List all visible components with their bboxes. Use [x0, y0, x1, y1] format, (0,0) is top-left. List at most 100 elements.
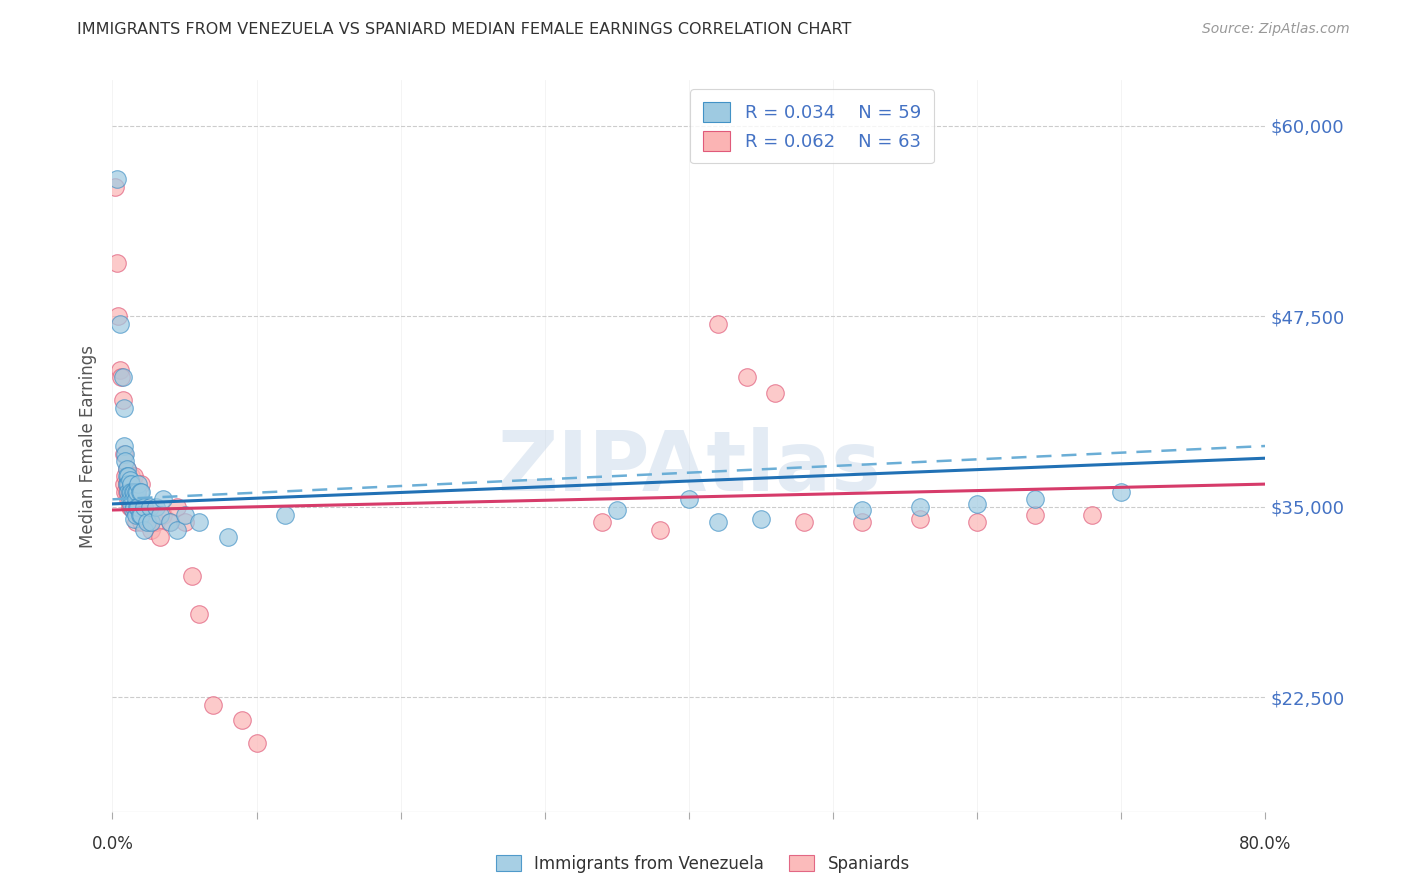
- Legend: R = 0.034    N = 59, R = 0.062    N = 63: R = 0.034 N = 59, R = 0.062 N = 63: [690, 89, 934, 163]
- Point: [180, 568, 202, 582]
- Point: [120, 469, 142, 483]
- Point: [127, 500, 149, 514]
- Point: [188, 515, 211, 529]
- Point: [1024, 492, 1046, 507]
- Point: [122, 469, 145, 483]
- Point: [1024, 508, 1046, 522]
- Point: [124, 508, 146, 522]
- Point: [678, 492, 700, 507]
- Point: [108, 363, 131, 377]
- Point: [128, 484, 150, 499]
- Point: [129, 515, 153, 529]
- Point: [966, 515, 988, 529]
- Point: [231, 714, 253, 728]
- Point: [173, 515, 195, 529]
- Y-axis label: Median Female Earnings: Median Female Earnings: [79, 344, 97, 548]
- Point: [124, 484, 146, 499]
- Point: [128, 508, 150, 522]
- Point: [112, 477, 135, 491]
- Point: [149, 508, 172, 522]
- Point: [115, 484, 138, 499]
- Point: [159, 515, 181, 529]
- Point: [117, 477, 139, 491]
- Point: [121, 477, 143, 491]
- Point: [120, 497, 142, 511]
- Point: [118, 500, 141, 514]
- Point: [149, 530, 172, 544]
- Point: [118, 484, 141, 499]
- Point: [121, 492, 143, 507]
- Point: [851, 503, 873, 517]
- Point: [145, 515, 167, 529]
- Point: [121, 484, 143, 499]
- Point: [127, 492, 149, 507]
- Point: [166, 500, 188, 514]
- Point: [202, 698, 225, 712]
- Point: [141, 523, 163, 537]
- Point: [159, 515, 181, 529]
- Text: ZIPAtlas: ZIPAtlas: [496, 427, 882, 508]
- Point: [108, 317, 131, 331]
- Point: [114, 469, 136, 483]
- Point: [112, 401, 135, 415]
- Point: [111, 393, 134, 408]
- Point: [166, 523, 188, 537]
- Point: [749, 512, 772, 526]
- Point: [129, 500, 153, 514]
- Text: 80.0%: 80.0%: [1239, 835, 1292, 853]
- Point: [134, 500, 156, 514]
- Point: [122, 484, 145, 499]
- Point: [138, 515, 160, 529]
- Point: [908, 512, 931, 526]
- Point: [117, 492, 139, 507]
- Point: [124, 500, 146, 514]
- Point: [118, 484, 141, 499]
- Point: [122, 500, 145, 514]
- Point: [117, 484, 139, 499]
- Point: [120, 500, 142, 514]
- Point: [117, 484, 139, 499]
- Point: [122, 512, 145, 526]
- Point: [115, 477, 138, 491]
- Point: [134, 500, 156, 514]
- Point: [122, 484, 145, 499]
- Point: [135, 508, 157, 522]
- Point: [105, 172, 128, 186]
- Point: [111, 370, 134, 384]
- Text: IMMIGRANTS FROM VENEZUELA VS SPANIARD MEDIAN FEMALE EARNINGS CORRELATION CHART: IMMIGRANTS FROM VENEZUELA VS SPANIARD ME…: [77, 22, 852, 37]
- Text: 0.0%: 0.0%: [91, 835, 134, 853]
- Point: [793, 515, 815, 529]
- Point: [129, 508, 153, 522]
- Point: [118, 477, 141, 491]
- Point: [117, 473, 139, 487]
- Point: [124, 484, 146, 499]
- Point: [129, 477, 153, 491]
- Point: [105, 256, 128, 270]
- Point: [115, 469, 138, 483]
- Point: [851, 515, 873, 529]
- Point: [110, 370, 132, 384]
- Point: [117, 469, 139, 483]
- Point: [765, 385, 787, 400]
- Point: [118, 473, 141, 487]
- Point: [707, 317, 730, 331]
- Point: [735, 370, 758, 384]
- Point: [112, 439, 135, 453]
- Point: [606, 503, 628, 517]
- Point: [122, 500, 145, 514]
- Point: [115, 462, 138, 476]
- Point: [121, 503, 143, 517]
- Point: [129, 484, 153, 499]
- Point: [217, 530, 239, 544]
- Point: [121, 500, 143, 514]
- Point: [134, 523, 156, 537]
- Point: [908, 500, 931, 514]
- Point: [966, 497, 988, 511]
- Point: [121, 484, 143, 499]
- Point: [707, 515, 730, 529]
- Point: [118, 492, 141, 507]
- Point: [141, 515, 163, 529]
- Point: [592, 515, 614, 529]
- Point: [124, 492, 146, 507]
- Point: [246, 736, 269, 750]
